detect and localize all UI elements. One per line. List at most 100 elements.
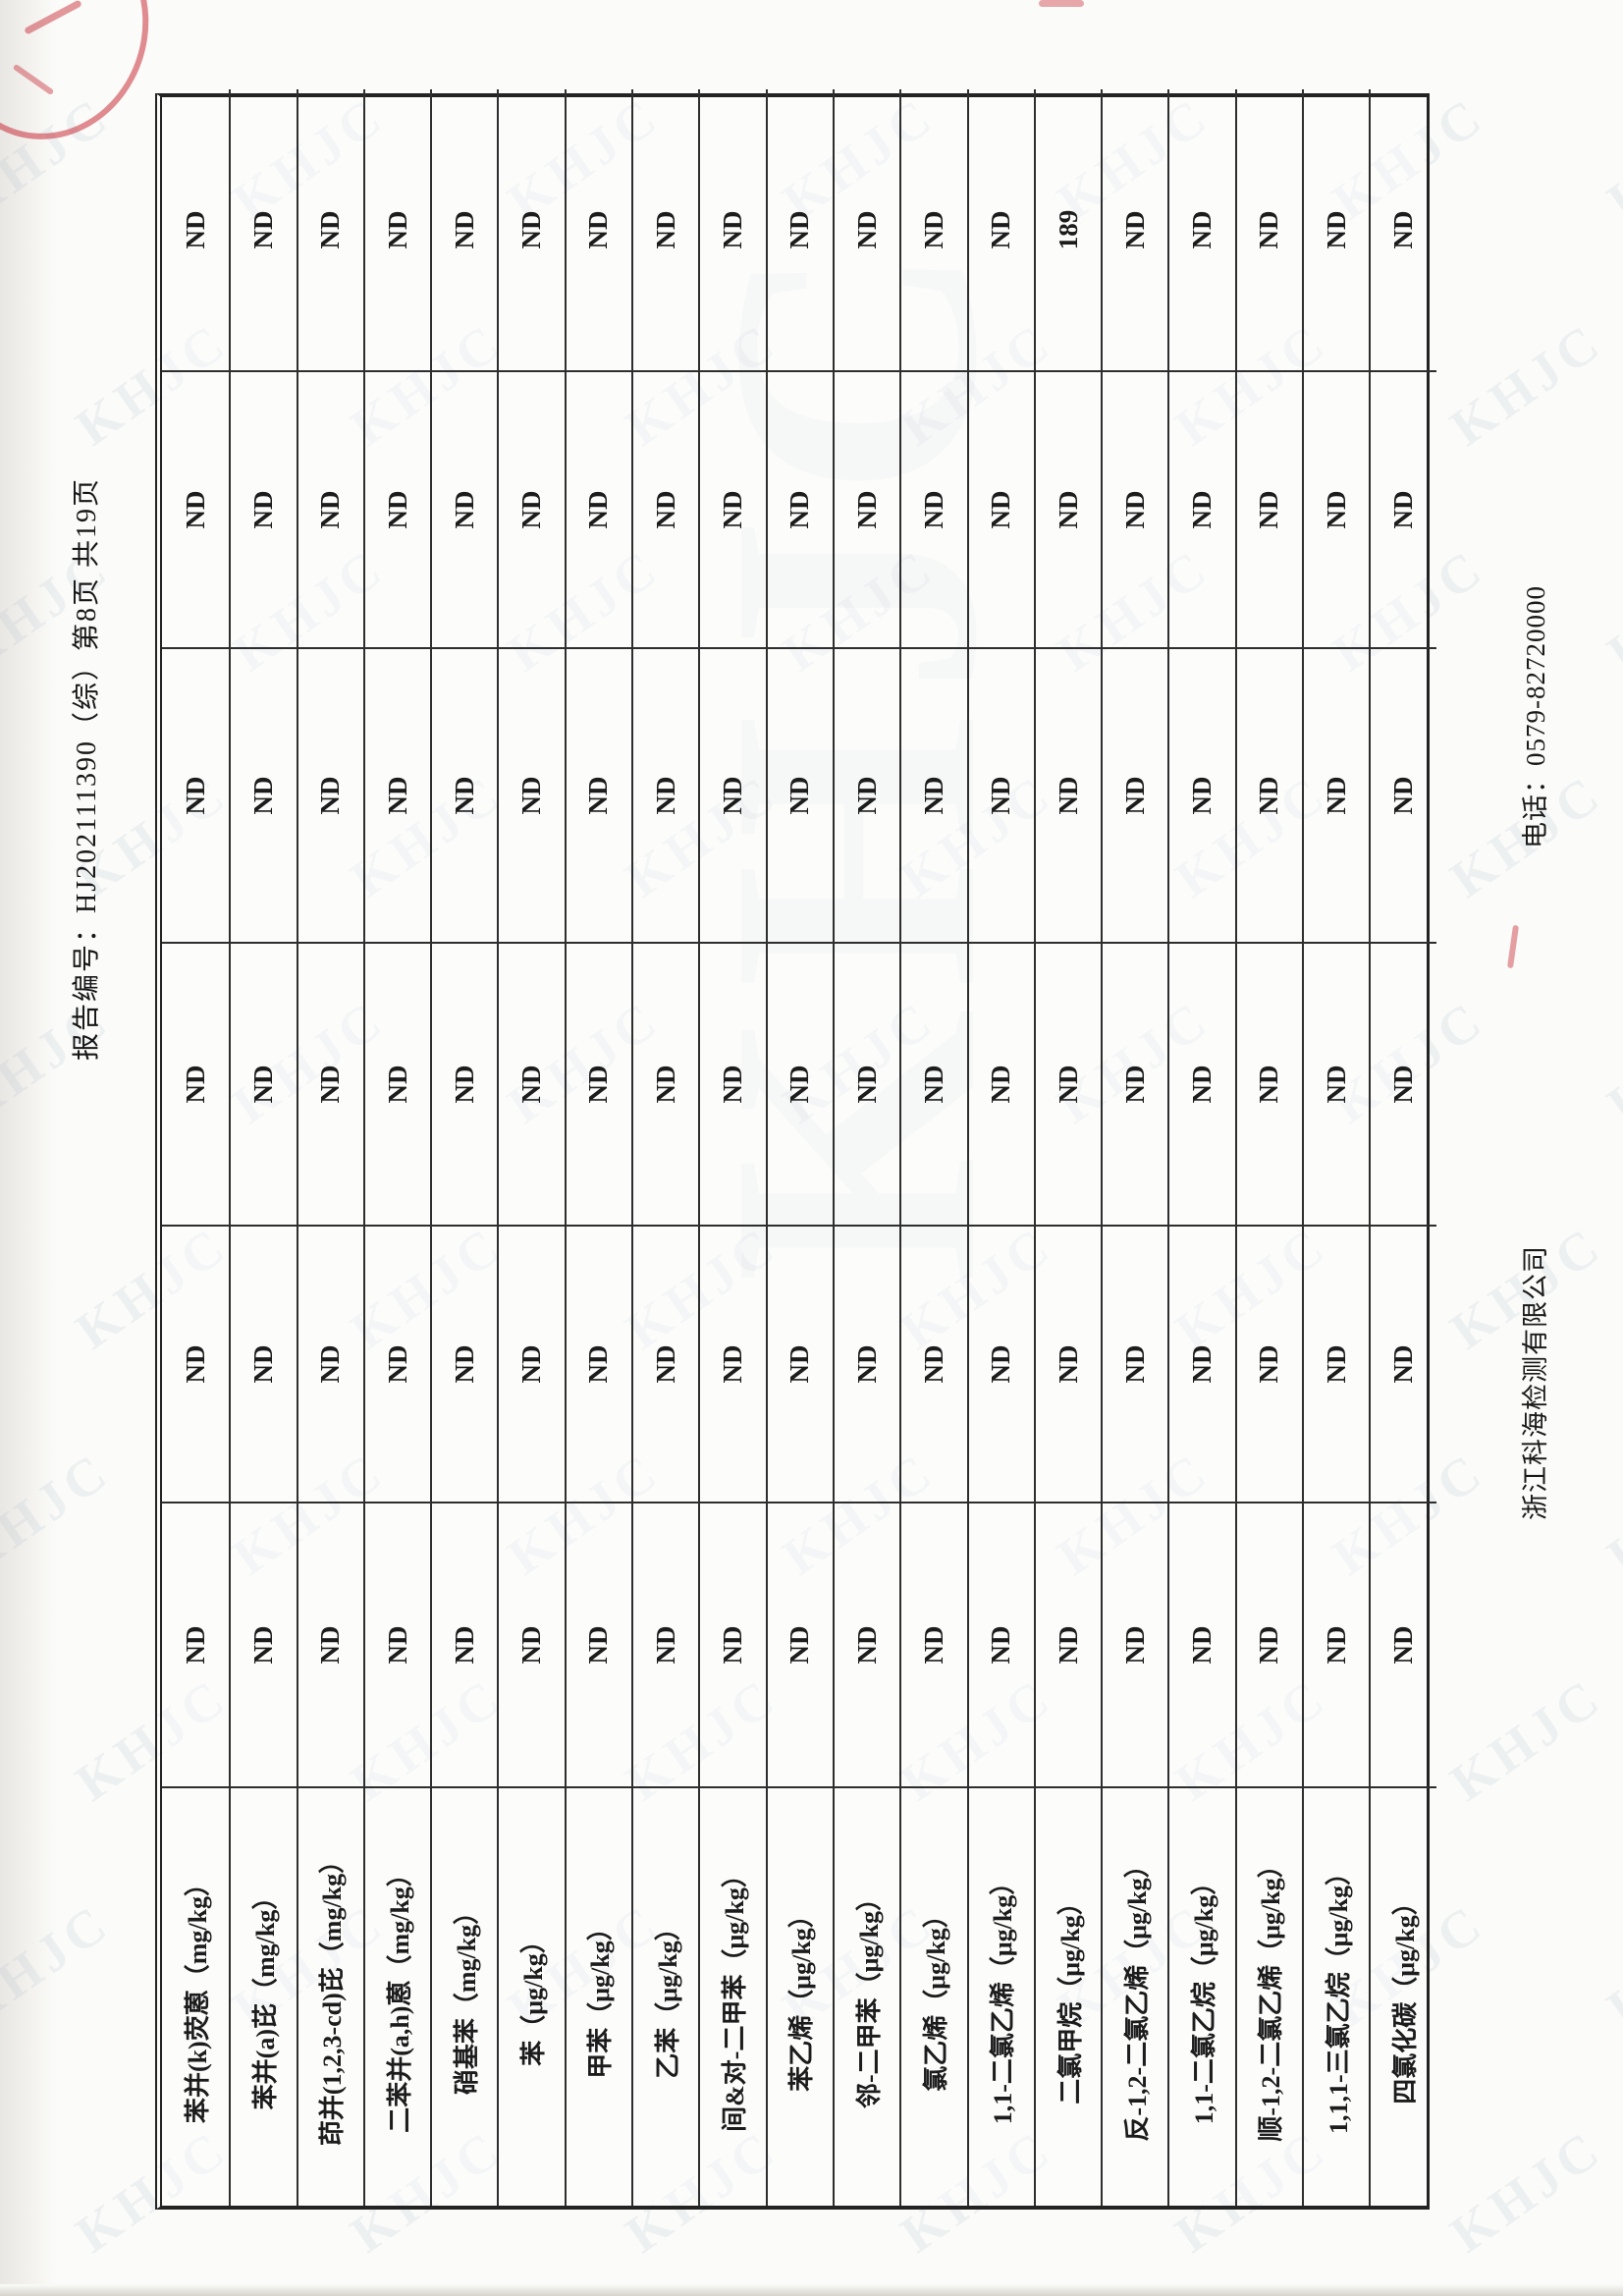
result-value-cell: ND	[362, 89, 431, 372]
result-value-cell: ND	[698, 372, 766, 649]
result-value-cell: ND	[497, 89, 565, 372]
result-value-cell: ND	[1033, 944, 1102, 1227]
result-value-cell: ND	[966, 372, 1034, 649]
result-value-cell: ND	[162, 1503, 230, 1788]
parameter-name-cell: 硝基苯（mg/kg）	[430, 1788, 498, 2206]
result-value-cell: ND	[296, 1227, 363, 1503]
footer-company-name: 浙江科海检测有限公司	[1520, 1245, 1550, 1520]
result-value-cell: ND	[1234, 1227, 1303, 1503]
result-value-cell: ND	[1033, 1503, 1102, 1788]
parameter-name-cell: 四氯化碳（μg/kg）	[1369, 1788, 1436, 2206]
report-number-header: 报告编号：HJ202111390（综）第8页 共19页	[72, 476, 102, 1061]
result-value-cell: ND	[631, 89, 699, 372]
parameter-name-cell: 苯（μg/kg）	[497, 1788, 565, 2206]
parameter-name-cell: 1,1-二氯乙烷（μg/kg）	[1167, 1788, 1235, 2206]
result-value-cell: ND	[631, 1227, 699, 1503]
result-value-cell: ND	[564, 944, 632, 1227]
watermark-tile-text: KHJC	[1596, 84, 1623, 232]
result-value-cell: ND	[1302, 1227, 1370, 1503]
result-value-cell: ND	[362, 649, 431, 944]
result-value-cell: ND	[899, 1503, 967, 1788]
result-value-cell: ND	[1101, 372, 1168, 649]
result-value-cell: ND	[229, 1227, 297, 1503]
result-value-cell: ND	[497, 372, 565, 649]
result-value-cell: ND	[430, 944, 498, 1227]
result-value-cell: ND	[1234, 944, 1303, 1227]
parameter-name-cell: 二氯甲烷（μg/kg）	[1033, 1788, 1102, 2206]
parameter-name-cell: 乙苯（μg/kg）	[631, 1788, 699, 2206]
result-value-cell: ND	[362, 1503, 431, 1788]
result-value-cell: ND	[229, 1503, 297, 1788]
watermark-tile-text: KHJC	[1596, 988, 1623, 1135]
page-footer: 浙江科海检测有限公司 电话：0579-82720000	[1516, 585, 1550, 1520]
parameter-name-cell: 茚并(1,2,3-cd)芘（mg/kg）	[296, 1788, 363, 2206]
result-value-cell: ND	[229, 372, 297, 649]
parameter-name-cell: 1,1,1-三氯乙烷（μg/kg）	[1302, 1788, 1370, 2206]
result-value-cell: ND	[1234, 649, 1303, 944]
parameter-name-cell: 苯乙烯（μg/kg）	[765, 1788, 833, 2206]
watermark-tile-text: KHJC	[1439, 1666, 1614, 1813]
result-value-cell: ND	[430, 649, 498, 944]
result-value-cell: ND	[362, 944, 431, 1227]
watermark-tile-text: KHJC	[1439, 2117, 1614, 2265]
result-value-cell: ND	[698, 1227, 766, 1503]
result-value-cell: ND	[631, 372, 699, 649]
result-value-cell: ND	[430, 1503, 498, 1788]
result-value-cell: ND	[1167, 649, 1235, 944]
result-value-cell: ND	[229, 89, 297, 372]
result-value-cell: ND	[229, 944, 297, 1227]
result-value-cell: ND	[966, 649, 1034, 944]
result-value-cell: ND	[832, 649, 900, 944]
result-value-cell: ND	[229, 649, 297, 944]
result-value-cell: ND	[497, 649, 565, 944]
result-value-cell: ND	[899, 944, 967, 1227]
result-value-cell: ND	[698, 89, 766, 372]
result-value-cell: ND	[430, 89, 498, 372]
scan-edge-left	[0, 0, 57, 2296]
result-value-cell: ND	[1167, 89, 1235, 372]
result-value-cell: ND	[1302, 944, 1370, 1227]
result-value-cell: ND	[1167, 1227, 1235, 1503]
result-value-cell: ND	[1369, 372, 1436, 649]
result-value-cell: ND	[1369, 944, 1436, 1227]
watermark-tile-text: KHJC	[1596, 1891, 1623, 2039]
parameter-name-cell: 苯并(a)芘（mg/kg）	[229, 1788, 297, 2206]
result-value-cell: ND	[832, 372, 900, 649]
result-value-cell: ND	[1167, 1503, 1235, 1788]
red-mark-top-icon	[1039, 0, 1084, 7]
result-value-cell: ND	[1302, 372, 1370, 649]
watermark-tile-text: KHJC	[654, 0, 829, 6]
result-value-cell: ND	[497, 1227, 565, 1503]
result-value-cell: ND	[765, 649, 833, 944]
result-value-cell: ND	[1101, 1503, 1168, 1788]
result-value-cell: ND	[698, 649, 766, 944]
result-value-cell: ND	[1101, 89, 1168, 372]
result-value-cell: ND	[1234, 89, 1303, 372]
result-value-cell: 189	[1033, 89, 1102, 372]
result-value-cell: ND	[497, 944, 565, 1227]
result-value-cell: ND	[1234, 1503, 1303, 1788]
parameter-name-cell: 间&对-二甲苯（μg/kg）	[698, 1788, 766, 2206]
watermark-tile-text: KHJC	[1596, 1440, 1623, 1587]
watermark-tile-text: KHJC	[379, 0, 554, 6]
parameter-name-cell: 氯乙烯（μg/kg）	[899, 1788, 967, 2206]
result-value-cell: ND	[631, 1503, 699, 1788]
result-value-cell: ND	[966, 89, 1034, 372]
result-value-cell: ND	[899, 1227, 967, 1503]
result-value-cell: ND	[362, 372, 431, 649]
watermark-tile-text: KHJC	[1596, 536, 1623, 683]
result-value-cell: ND	[765, 372, 833, 649]
result-value-cell: ND	[564, 372, 632, 649]
watermark-tile-text: KHJC	[1204, 0, 1379, 6]
footer-phone: 电话：0579-82720000	[1520, 585, 1550, 848]
result-value-cell: ND	[1033, 649, 1102, 944]
result-value-cell: ND	[162, 1227, 230, 1503]
result-value-cell: ND	[765, 1227, 833, 1503]
result-value-cell: ND	[1302, 1503, 1370, 1788]
result-value-cell: ND	[832, 89, 900, 372]
result-value-cell: ND	[497, 1503, 565, 1788]
watermark-tile-text: KHJC	[1479, 0, 1623, 6]
result-value-cell: ND	[1369, 1227, 1436, 1503]
result-value-cell: ND	[162, 372, 230, 649]
